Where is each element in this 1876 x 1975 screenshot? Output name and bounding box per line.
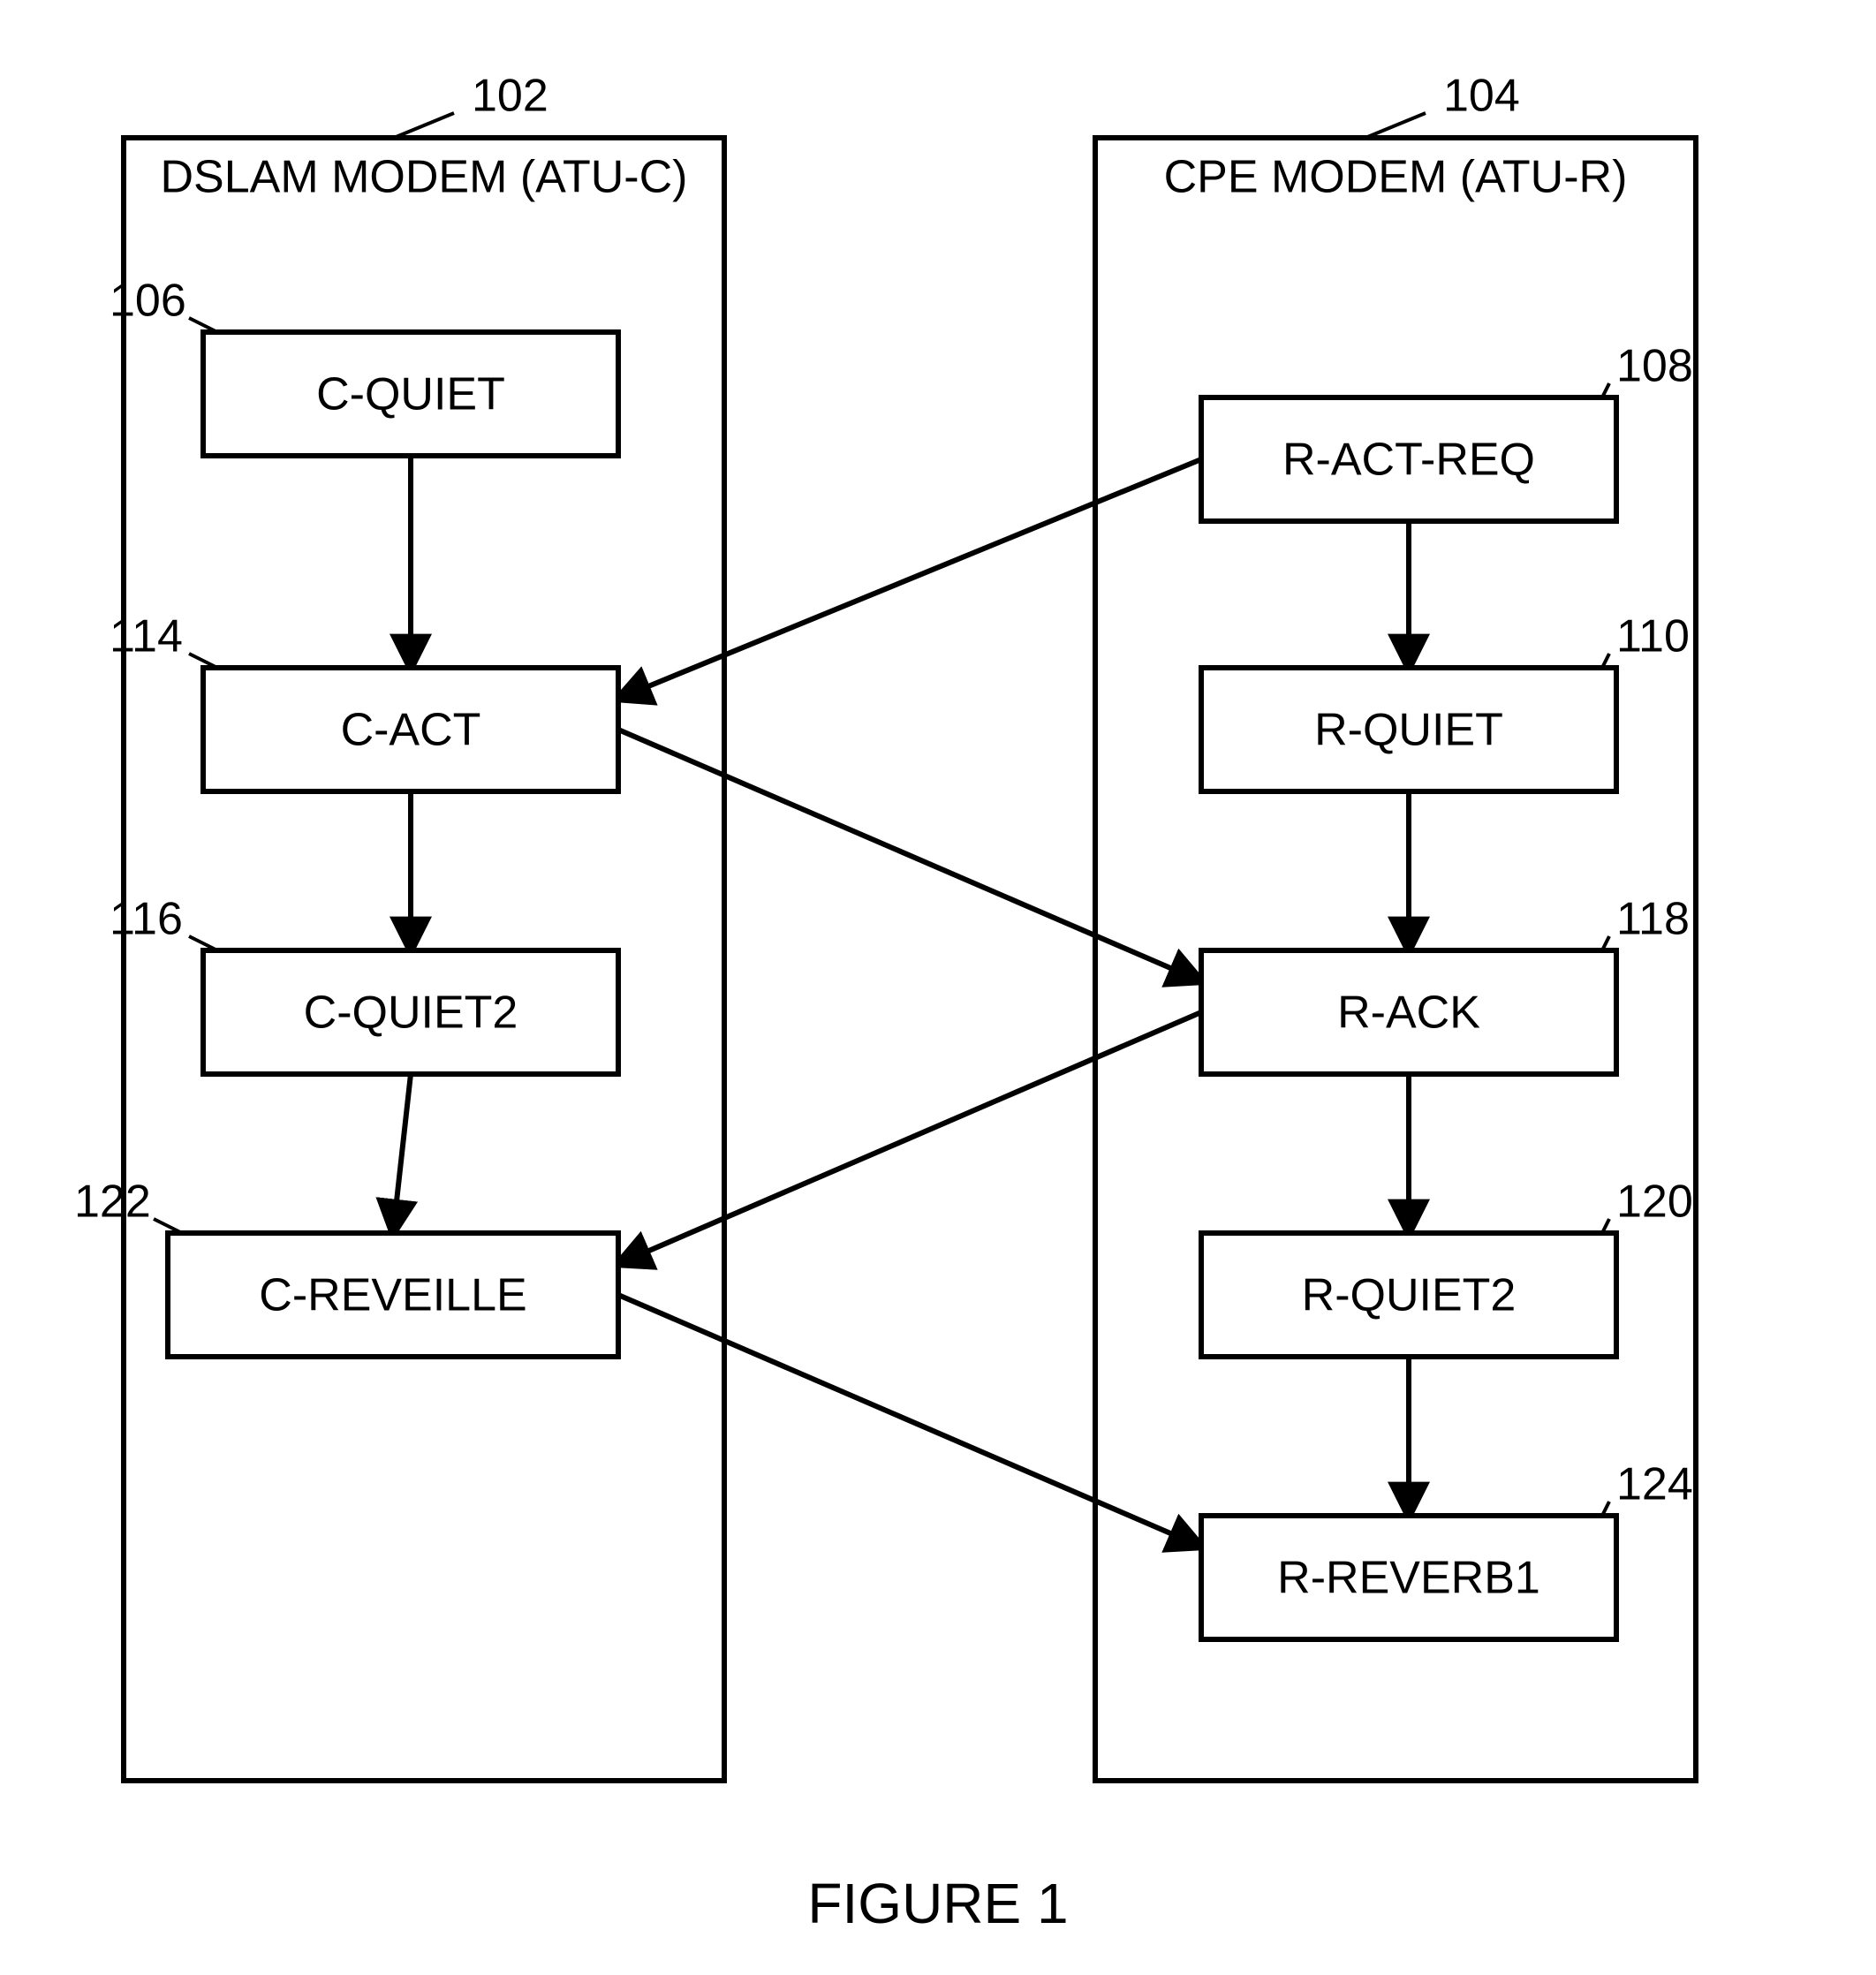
svg-text:116: 116 bbox=[110, 894, 183, 945]
svg-text:114: 114 bbox=[110, 611, 183, 662]
svg-text:118: 118 bbox=[1616, 894, 1690, 945]
svg-text:110: 110 bbox=[1616, 611, 1690, 662]
svg-text:108: 108 bbox=[1616, 341, 1693, 392]
edge-122-124 bbox=[618, 1295, 1201, 1547]
svg-text:C-ACT: C-ACT bbox=[341, 705, 481, 756]
svg-text:102: 102 bbox=[472, 71, 548, 122]
svg-text:CPE MODEM (ATU-R): CPE MODEM (ATU-R) bbox=[1164, 152, 1628, 203]
svg-text:R-REVERB1: R-REVERB1 bbox=[1277, 1553, 1540, 1604]
edge-116-122 bbox=[393, 1074, 411, 1233]
svg-text:R-QUIET2: R-QUIET2 bbox=[1302, 1270, 1517, 1321]
diagram-canvas: DSLAM MODEM (ATU-C) CPE MODEM (ATU-R) C-Q… bbox=[0, 0, 1876, 1975]
svg-text:C-QUIET2: C-QUIET2 bbox=[304, 988, 518, 1039]
svg-text:104: 104 bbox=[1443, 71, 1520, 122]
svg-text:FIGURE 1: FIGURE 1 bbox=[807, 1872, 1068, 1935]
svg-text:C-REVEILLE: C-REVEILLE bbox=[259, 1270, 526, 1321]
edge-118-122 bbox=[618, 1012, 1201, 1264]
svg-text:R-QUIET: R-QUIET bbox=[1314, 705, 1503, 756]
svg-text:R-ACT-REQ: R-ACT-REQ bbox=[1282, 435, 1535, 486]
svg-text:C-QUIET: C-QUIET bbox=[316, 369, 505, 420]
svg-text:124: 124 bbox=[1616, 1459, 1693, 1510]
edge-108-114 bbox=[618, 459, 1201, 699]
node-layer: C-QUIET R-ACT-REQ R-QUIET C-ACT C-QUIET2 R-AC… bbox=[168, 332, 1616, 1639]
svg-text:106: 106 bbox=[110, 276, 186, 327]
svg-text:120: 120 bbox=[1616, 1177, 1693, 1228]
svg-text:R-ACK: R-ACK bbox=[1337, 988, 1480, 1039]
svg-text:DSLAM MODEM (ATU-C): DSLAM MODEM (ATU-C) bbox=[160, 152, 687, 203]
edge-114-118 bbox=[618, 730, 1201, 981]
svg-text:122: 122 bbox=[74, 1177, 151, 1228]
